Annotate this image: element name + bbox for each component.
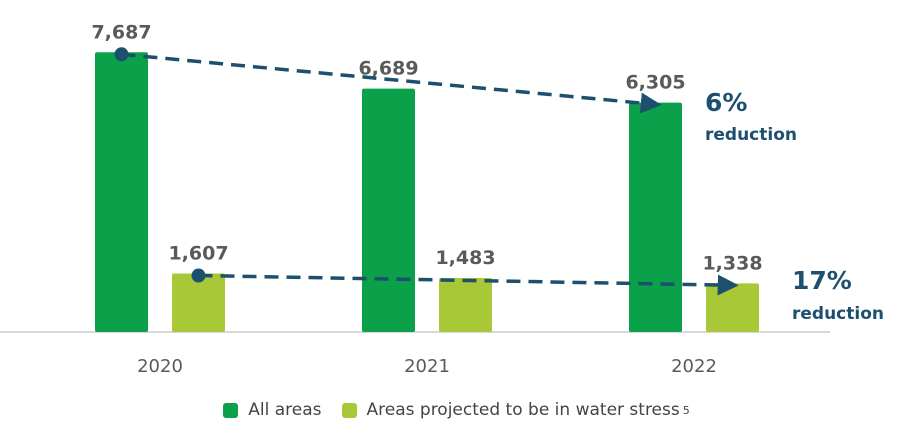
trend-arrow-water-stress xyxy=(198,273,739,296)
trend-arrow-all-areas xyxy=(121,52,662,114)
trend-start-dot-all-areas xyxy=(114,47,129,62)
x-tick-2020: 2020 xyxy=(137,356,183,377)
bar-all-areas-2020 xyxy=(95,52,148,333)
bar-water-stress-2021 xyxy=(439,278,492,332)
reduction-label-water-stress: reduction xyxy=(792,304,884,324)
value-label-water-stress-2020: 1,607 xyxy=(168,243,228,265)
x-tick-2022: 2022 xyxy=(671,356,717,377)
legend-item-water-stress: Areas projected to be in water stress 5 xyxy=(341,400,690,420)
value-label-all-areas-2020: 7,687 xyxy=(91,21,151,43)
trend-start-dot-water-stress xyxy=(191,268,206,283)
bar-water-stress-2020 xyxy=(172,273,225,332)
reduction-percent-all-areas: 6% xyxy=(705,88,747,117)
bar-water-stress-2022 xyxy=(706,283,759,332)
legend-swatch-all-areas xyxy=(223,402,239,418)
value-label-all-areas-2022: 6,305 xyxy=(625,72,685,94)
value-label-water-stress-2021: 1,483 xyxy=(435,247,495,269)
chart-legend: All areas Areas projected to be in water… xyxy=(0,400,913,420)
legend-swatch-water-stress xyxy=(341,402,357,418)
bar-all-areas-2021 xyxy=(362,88,415,332)
legend-label-water-stress: Areas projected to be in water stress xyxy=(366,400,680,420)
legend-footnote-marker: 5 xyxy=(682,403,690,417)
bar-all-areas-2022 xyxy=(629,102,682,332)
value-label-all-areas-2021: 6,689 xyxy=(358,58,418,80)
legend-label-all-areas: All areas xyxy=(248,400,322,420)
value-label-water-stress-2022: 1,338 xyxy=(702,252,762,274)
legend-item-all-areas: All areas xyxy=(223,400,322,420)
reduction-label-all-areas: reduction xyxy=(705,125,797,145)
reduction-percent-water-stress: 17% xyxy=(792,266,852,295)
x-tick-2021: 2021 xyxy=(404,356,450,377)
